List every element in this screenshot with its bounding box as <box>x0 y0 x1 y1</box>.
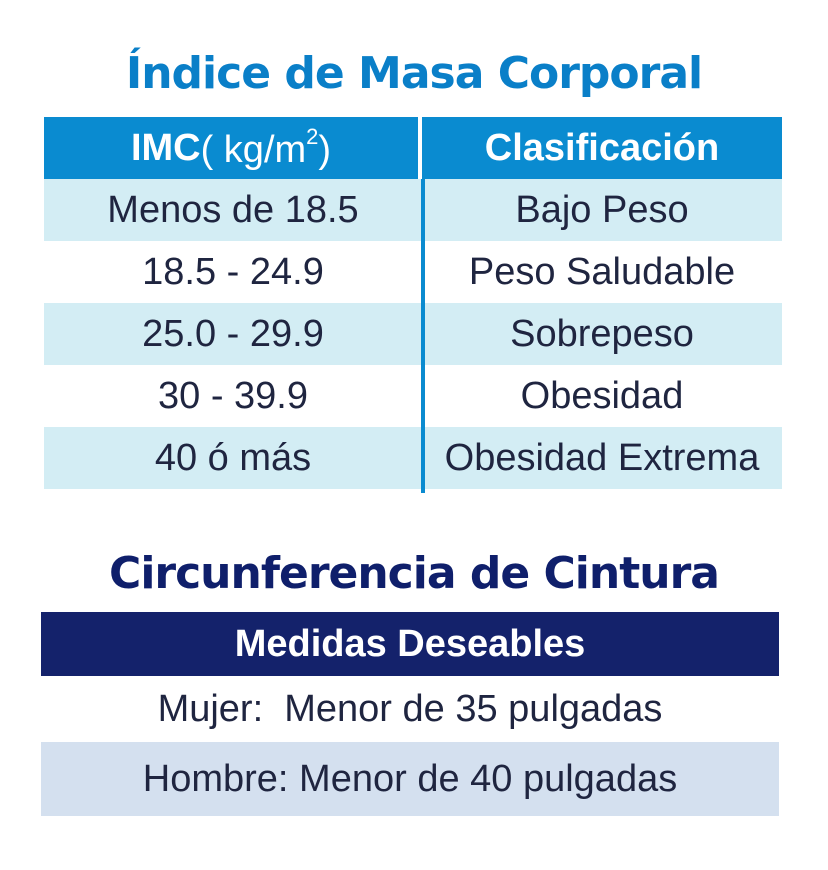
classification-cell: Bajo Peso <box>515 188 689 231</box>
table-row: 40 ó más Obesidad Extrema <box>44 427 782 489</box>
classification-column-header: Clasificación <box>484 126 720 169</box>
classification-cell: Peso Saludable <box>468 250 736 293</box>
waist-table: Medidas Deseables Mujer: Menor de 35 pul… <box>41 612 779 816</box>
imc-range-cell: 18.5 - 24.9 <box>142 250 324 293</box>
imc-column-header: IMC ( kg/m2) <box>44 117 422 179</box>
imc-title: Índice de Masa Corporal <box>125 48 703 99</box>
table-row: 30 - 39.9 Obesidad <box>44 365 782 427</box>
table-row-men: Hombre: Menor de 40 pulgadas <box>41 742 779 816</box>
imc-range-cell: 25.0 - 29.9 <box>142 312 324 355</box>
imc-range-cell: 30 - 39.9 <box>158 374 308 417</box>
waist-title: Circunferencia de Cintura <box>109 548 720 599</box>
imc-label: IMC <box>130 126 201 169</box>
column-divider <box>421 179 425 493</box>
table-row: Menos de 18.5 Bajo Peso <box>44 179 782 241</box>
table-row: 25.0 - 29.9 Sobrepeso <box>44 303 782 365</box>
imc-range-cell: Menos de 18.5 <box>107 188 359 231</box>
imc-range-cell: 40 ó más <box>154 436 312 479</box>
waist-table-header: Medidas Deseables <box>41 612 779 676</box>
classification-cell: Obesidad Extrema <box>444 436 760 479</box>
table-row-women: Mujer: Menor de 35 pulgadas <box>157 687 663 730</box>
imc-table: IMC ( kg/m2) Clasificación Menos de 18.5… <box>44 117 782 493</box>
imc-unit: ( kg/m2) <box>200 124 332 171</box>
classification-cell: Sobrepeso <box>510 312 694 355</box>
imc-table-header: IMC ( kg/m2) Clasificación <box>44 117 782 179</box>
table-row: 18.5 - 24.9 Peso Saludable <box>44 241 782 303</box>
classification-cell: Obesidad <box>520 374 684 417</box>
